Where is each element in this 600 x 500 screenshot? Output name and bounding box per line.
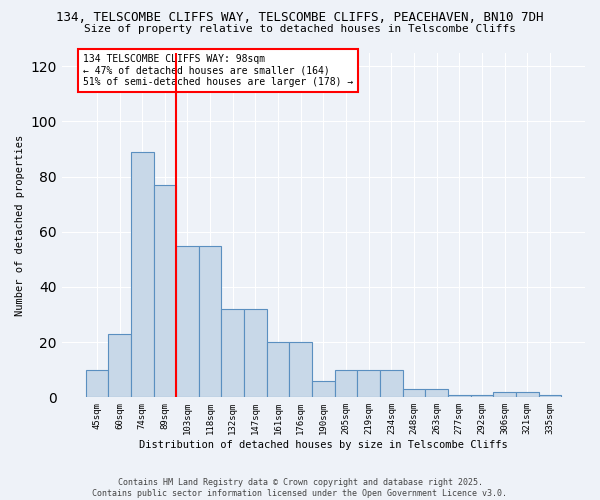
Text: Contains HM Land Registry data © Crown copyright and database right 2025.
Contai: Contains HM Land Registry data © Crown c… [92, 478, 508, 498]
Bar [358, 370, 380, 398]
Y-axis label: Number of detached properties: Number of detached properties [15, 134, 25, 316]
Bar [131, 152, 154, 398]
Bar [448, 394, 470, 398]
Bar [244, 309, 267, 398]
Bar [516, 392, 539, 398]
Bar [108, 334, 131, 398]
Bar [403, 389, 425, 398]
Text: Size of property relative to detached houses in Telscombe Cliffs: Size of property relative to detached ho… [84, 24, 516, 34]
Text: 134, TELSCOMBE CLIFFS WAY, TELSCOMBE CLIFFS, PEACEHAVEN, BN10 7DH: 134, TELSCOMBE CLIFFS WAY, TELSCOMBE CLI… [56, 11, 544, 24]
Bar [154, 185, 176, 398]
Bar [199, 246, 221, 398]
X-axis label: Distribution of detached houses by size in Telscombe Cliffs: Distribution of detached houses by size … [139, 440, 508, 450]
Bar [86, 370, 108, 398]
Bar [267, 342, 289, 398]
Bar [176, 246, 199, 398]
Bar [493, 392, 516, 398]
Bar [312, 381, 335, 398]
Bar [221, 309, 244, 398]
Bar [335, 370, 358, 398]
Bar [470, 394, 493, 398]
Text: 134 TELSCOMBE CLIFFS WAY: 98sqm
← 47% of detached houses are smaller (164)
51% o: 134 TELSCOMBE CLIFFS WAY: 98sqm ← 47% of… [83, 54, 353, 88]
Bar [425, 389, 448, 398]
Bar [289, 342, 312, 398]
Bar [539, 394, 561, 398]
Bar [380, 370, 403, 398]
